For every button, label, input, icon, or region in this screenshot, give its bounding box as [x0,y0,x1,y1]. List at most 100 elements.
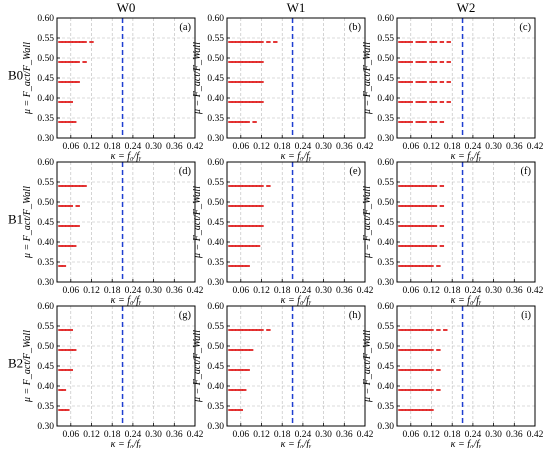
data-point [429,349,434,351]
data-point [242,349,247,351]
data-point [408,265,413,267]
data-point [422,245,427,247]
data-point [408,185,413,187]
panel-label: (c) [519,22,531,33]
data-point [439,185,445,187]
data-point [58,61,63,63]
data-point [235,61,240,63]
x-tick-label: 0.24 [125,142,142,152]
data-point [242,265,247,267]
data-point [259,41,264,43]
y-tick-label: 0.35 [207,258,224,268]
data-point [418,205,424,207]
data-point [415,61,420,63]
data-point [61,329,67,331]
data-point [68,349,73,351]
data-point [439,61,445,63]
y-tick-label: 0.50 [207,54,224,64]
data-point [242,185,247,187]
x-tick-label: 0.06 [232,430,249,440]
data-point [412,389,417,391]
x-tick-label: 0.30 [315,286,332,296]
data-point [242,225,247,227]
data-point [398,205,403,207]
x-axis-label: κ = f₀/fᵧ [111,439,142,448]
y-tick-label: 0.60 [207,302,224,312]
y-tick-label: 0.45 [207,218,224,228]
data-point [58,81,63,83]
data-point [266,185,271,187]
data-point [425,225,431,227]
panel-e: 0.06 0.12 0.18 0.24 0.30 0.36 0.420.300.350.40… [192,158,374,306]
data-point [439,245,445,247]
data-point [429,409,434,411]
data-point [228,389,233,391]
data-point [245,349,250,351]
data-point [432,245,438,247]
data-point [259,205,264,207]
data-point [429,185,434,187]
data-point [405,121,410,123]
data-point [75,61,80,63]
data-point [415,349,420,351]
data-point [61,121,67,123]
data-point [401,185,407,187]
y-tick-label: 0.35 [377,258,394,268]
panel-label: (g) [179,310,192,321]
data-point [408,225,413,227]
data-point [245,101,250,103]
x-tick-label: 0.36 [506,430,523,440]
panel-label: (i) [521,310,531,321]
panel-a: 0.06 0.12 0.18 0.24 0.30 0.36 0.420.300.350.40… [22,14,204,162]
data-point [255,41,261,43]
x-tick-label: 0.42 [357,142,374,152]
data-point [425,245,431,247]
data-point [429,61,434,63]
data-point [82,41,87,43]
y-tick-label: 0.55 [207,322,224,332]
data-point [398,121,403,123]
data-point [61,349,67,351]
data-point [228,329,233,331]
data-point [405,225,410,227]
data-point [65,41,70,43]
data-point [235,389,240,391]
panel-label: (d) [179,166,192,177]
data-point [75,41,80,43]
data-point [58,265,63,267]
data-point [439,225,445,227]
data-point [405,81,410,83]
y-tick-label: 0.35 [377,114,394,124]
data-point [259,329,264,331]
data-point [415,41,420,43]
data-point [242,205,247,207]
data-point [405,101,410,103]
data-point [436,389,441,391]
data-point [252,121,257,123]
data-point [408,101,413,103]
y-tick-label: 0.50 [37,342,54,352]
x-tick-label: 0.36 [166,142,183,152]
data-point [415,205,420,207]
data-point [228,409,233,411]
data-point [65,369,70,371]
y-tick-label: 0.30 [377,134,394,144]
data-point [436,349,441,351]
data-point [238,81,243,83]
data-point [235,101,240,103]
y-axis-label: μ = F_act/F_Wall [362,186,373,259]
data-point [418,185,424,187]
data-point [252,245,257,247]
data-point [401,121,407,123]
data-point [422,121,427,123]
y-tick-label: 0.40 [207,382,224,392]
data-point [259,185,264,187]
data-point [415,121,420,123]
data-point [68,61,73,63]
data-point [425,349,431,351]
x-tick-label: 0.18 [274,142,291,152]
data-point [418,389,424,391]
data-point [436,329,441,331]
x-tick-label: 0.12 [83,430,100,440]
